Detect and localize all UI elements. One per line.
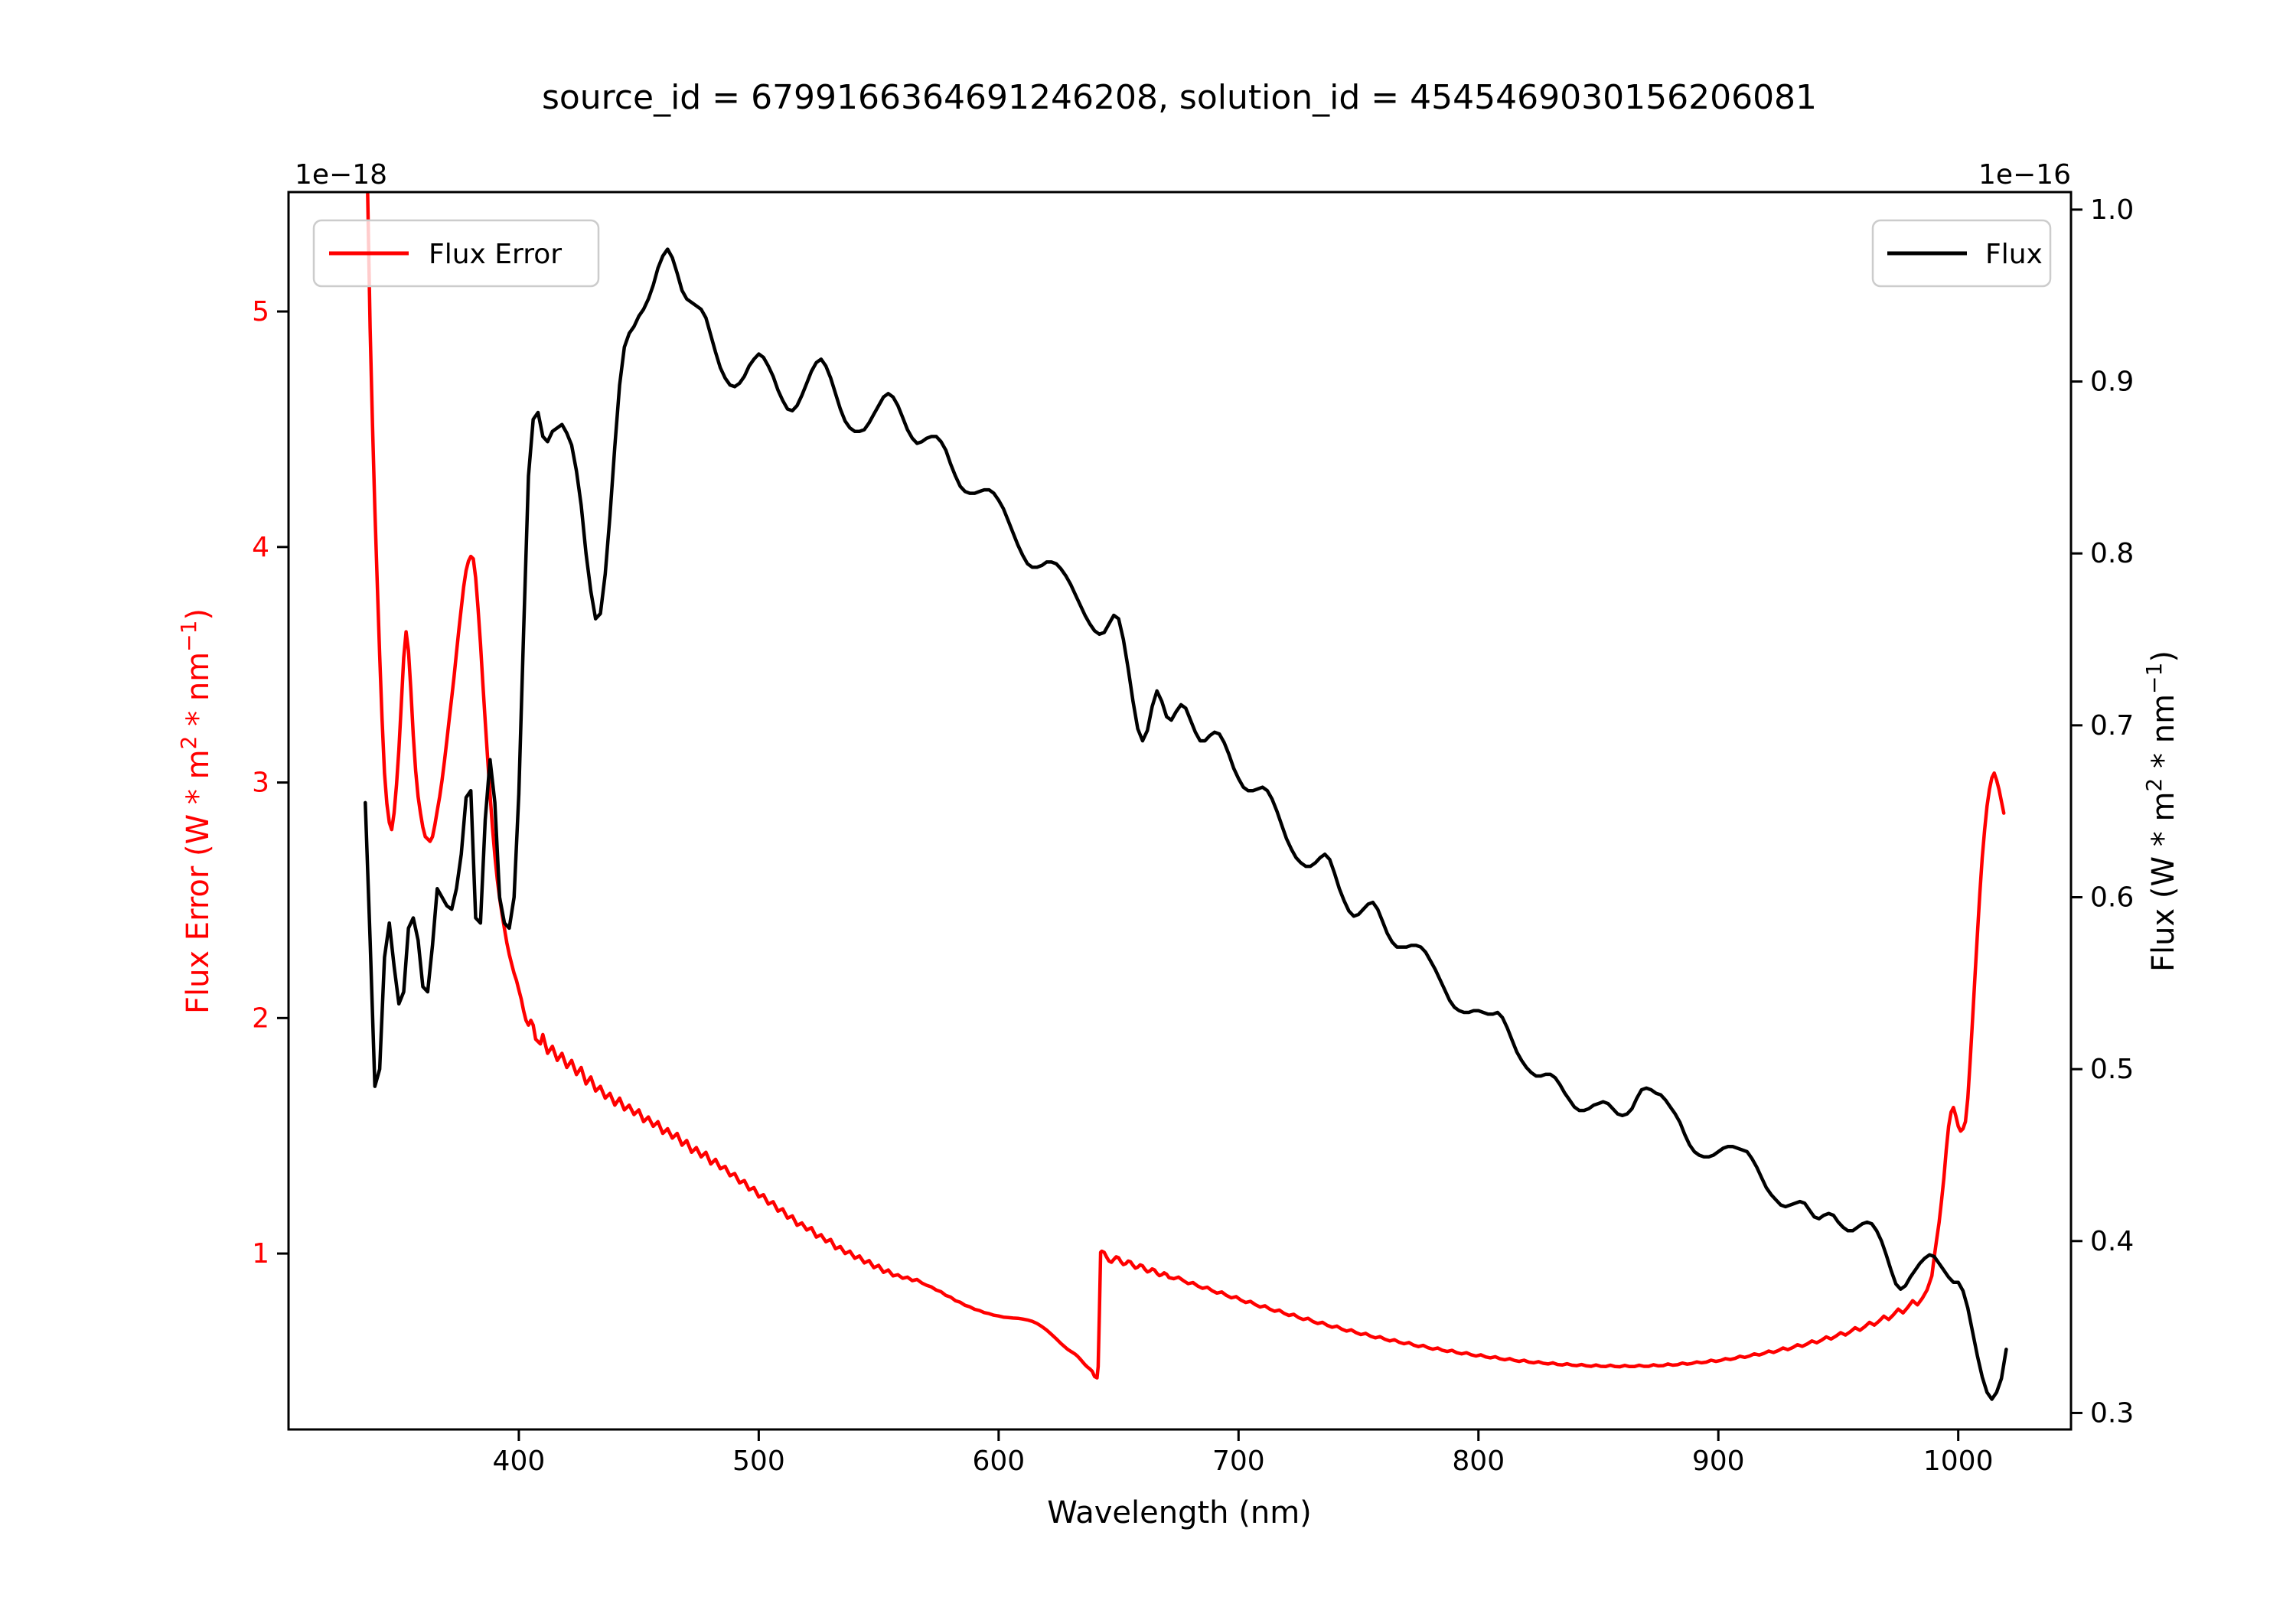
y-right-tick-label: 0.8 [2090,538,2134,569]
legend-flux-error-label: Flux Error [429,239,562,270]
legend-flux: Flux [1871,219,2052,288]
y-left-tick-label: 1 [252,1238,269,1270]
y-left-axis-label: Flux Error (W * m2 * nm−1) [176,608,216,1014]
y-right-tick-label: 1.0 [2090,194,2134,226]
y-left-offset-text: 1e−18 [295,159,387,191]
y-right-tick-label: 0.3 [2090,1397,2134,1429]
x-tick-label: 500 [732,1446,785,1477]
x-tick-label: 1000 [1923,1446,1994,1477]
y-right-tick-label: 0.5 [2090,1054,2134,1085]
y-right-tick-label: 0.9 [2090,367,2134,398]
axes-layer: 400 500 600 700 800 900 1000 1 2 3 4 5 0.3 0.4 0.5 0.6 0… [252,191,2134,1477]
x-tick-label: 800 [1452,1446,1505,1477]
legend-flux-label: Flux [1985,239,2043,270]
x-tick-label: 900 [1692,1446,1745,1477]
y-right-axis-label: Flux (W * m2 * nm−1) [2141,650,2181,972]
series-layer [364,191,2008,1401]
legend-flux-error: Flux Error [312,219,600,288]
y-left-tick-label: 2 [252,1002,269,1034]
chart-title: source_id = 6799166364691246208, solutio… [542,78,1817,117]
legend-flux-error-box [312,219,600,288]
x-tick-label: 700 [1212,1446,1265,1477]
y-left-tick-label: 5 [252,296,269,328]
y-right-tick-label: 0.7 [2090,710,2134,742]
plot-spines [287,191,2073,1431]
y-left-tick-label: 4 [252,532,269,563]
series-line-flux [364,247,2008,1401]
x-axis-label: Wavelength (nm) [1047,1495,1312,1530]
y-right-tick-label: 0.4 [2090,1226,2134,1257]
x-tick-label: 600 [972,1446,1025,1477]
y-right-tick-label: 0.6 [2090,882,2134,913]
x-tick-label: 400 [493,1446,546,1477]
y-left-tick-label: 3 [252,768,269,799]
series-line-flux-error [366,191,2006,1380]
y-right-offset-text: 1e−16 [1978,159,2071,191]
